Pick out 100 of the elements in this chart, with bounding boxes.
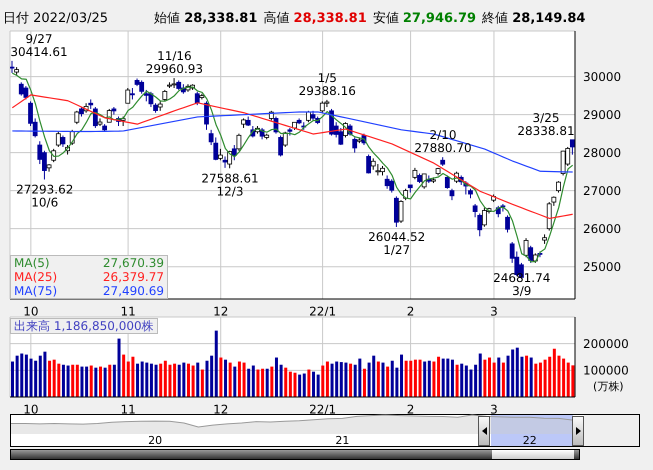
bar bbox=[358, 358, 362, 397]
candlestick bbox=[412, 167, 418, 180]
bar bbox=[136, 364, 140, 397]
bar bbox=[108, 364, 112, 397]
annotation: 26,379.77 bbox=[102, 270, 164, 284]
bar bbox=[224, 360, 228, 397]
bar bbox=[428, 360, 431, 397]
annotation: 1/5 29388.16 bbox=[298, 70, 356, 98]
bar bbox=[57, 364, 60, 397]
bar bbox=[159, 364, 162, 397]
bar bbox=[381, 362, 384, 397]
candlestick bbox=[204, 100, 209, 130]
y-tick-label: 200000 bbox=[583, 336, 629, 351]
annotation: 出来高 1,186,850,000株 bbox=[10, 318, 158, 334]
y-tick-label: 29000 bbox=[583, 108, 622, 122]
bar bbox=[362, 368, 366, 397]
candlestick bbox=[444, 174, 450, 190]
bar bbox=[460, 364, 464, 397]
candlestick bbox=[450, 188, 454, 201]
candlestick bbox=[384, 174, 390, 190]
x-tick-label: 12 bbox=[213, 304, 228, 319]
bar bbox=[502, 362, 505, 397]
bar bbox=[302, 374, 306, 397]
annotation: 11/16 29960.93 bbox=[146, 49, 204, 76]
candlestick bbox=[208, 129, 214, 146]
bar bbox=[122, 354, 126, 397]
bar bbox=[266, 368, 269, 397]
candlestick bbox=[88, 98, 94, 110]
x-tick-label: 22 bbox=[522, 434, 537, 447]
candlestick bbox=[23, 86, 28, 100]
candlestick bbox=[477, 212, 482, 237]
bar bbox=[178, 364, 181, 397]
text: 終値 28,149.84 bbox=[482, 11, 586, 26]
candlestick bbox=[570, 139, 575, 156]
annotation: 24681.74 3/9 bbox=[493, 271, 550, 298]
bar bbox=[200, 370, 204, 397]
bar bbox=[423, 362, 426, 397]
text: MA(5) bbox=[14, 256, 50, 270]
text: 始値 28,338.81 bbox=[154, 11, 258, 26]
bar bbox=[104, 368, 107, 397]
bar bbox=[326, 362, 329, 397]
bar bbox=[450, 360, 454, 397]
bar bbox=[196, 362, 200, 397]
candlestick bbox=[60, 135, 66, 148]
bar bbox=[354, 364, 357, 397]
candlestick bbox=[370, 158, 376, 170]
text: 高値 28,338.81 bbox=[263, 11, 367, 26]
candlestick bbox=[79, 106, 84, 118]
bar bbox=[94, 368, 98, 397]
y-tick-label: 100000 bbox=[583, 364, 629, 378]
candlestick bbox=[551, 196, 556, 206]
x-tick-label: 3 bbox=[490, 402, 498, 417]
chart-title: 日付 2022/03/25 bbox=[3, 10, 108, 27]
text: MA(75) bbox=[14, 284, 58, 298]
annotation: 3/25 28338.81 bbox=[517, 110, 575, 138]
bar bbox=[270, 366, 274, 397]
bar bbox=[252, 366, 255, 397]
annotation: 27,490.69 bbox=[102, 284, 164, 298]
bar bbox=[284, 368, 288, 397]
x-tick-label: 11 bbox=[120, 402, 136, 417]
candlestick bbox=[524, 238, 528, 258]
annotation: 9/27 30414.61 bbox=[10, 32, 68, 59]
y-tick-label: 25000 bbox=[583, 260, 622, 274]
text: 安値 27,946.79 bbox=[372, 11, 476, 26]
candlestick bbox=[472, 203, 478, 218]
candlestick bbox=[222, 156, 228, 168]
bar bbox=[330, 364, 334, 397]
x-tick-label: 3 bbox=[490, 304, 498, 319]
bar bbox=[214, 330, 218, 397]
line-series bbox=[12, 94, 574, 220]
bar bbox=[298, 374, 302, 397]
bar bbox=[247, 368, 250, 397]
bar bbox=[76, 364, 79, 397]
annotation: 27293.62 10/6 bbox=[16, 182, 74, 210]
y-tick-label: 26000 bbox=[583, 222, 622, 236]
bar bbox=[525, 356, 528, 397]
text: MA(25) bbox=[14, 270, 58, 284]
bar bbox=[219, 358, 222, 397]
candlestick bbox=[398, 200, 404, 224]
candlestick bbox=[505, 214, 510, 233]
bar bbox=[376, 362, 380, 397]
candlestick bbox=[542, 234, 547, 244]
bar bbox=[386, 366, 390, 397]
candlestick bbox=[158, 100, 163, 112]
y-axis-title: (万株) bbox=[593, 379, 624, 394]
bar bbox=[307, 370, 310, 397]
candlestick bbox=[236, 133, 242, 152]
bar bbox=[233, 366, 236, 397]
x-tick-label: 2 bbox=[406, 402, 414, 417]
bar bbox=[349, 364, 352, 397]
candlestick bbox=[218, 148, 223, 161]
bar bbox=[228, 362, 232, 397]
bar bbox=[43, 352, 46, 397]
bar bbox=[497, 358, 500, 397]
bar bbox=[442, 358, 445, 397]
bar bbox=[131, 356, 134, 397]
bar bbox=[404, 360, 408, 397]
x-tick-label: 2 bbox=[406, 304, 414, 319]
candlestick bbox=[366, 154, 371, 174]
bar bbox=[344, 362, 348, 397]
